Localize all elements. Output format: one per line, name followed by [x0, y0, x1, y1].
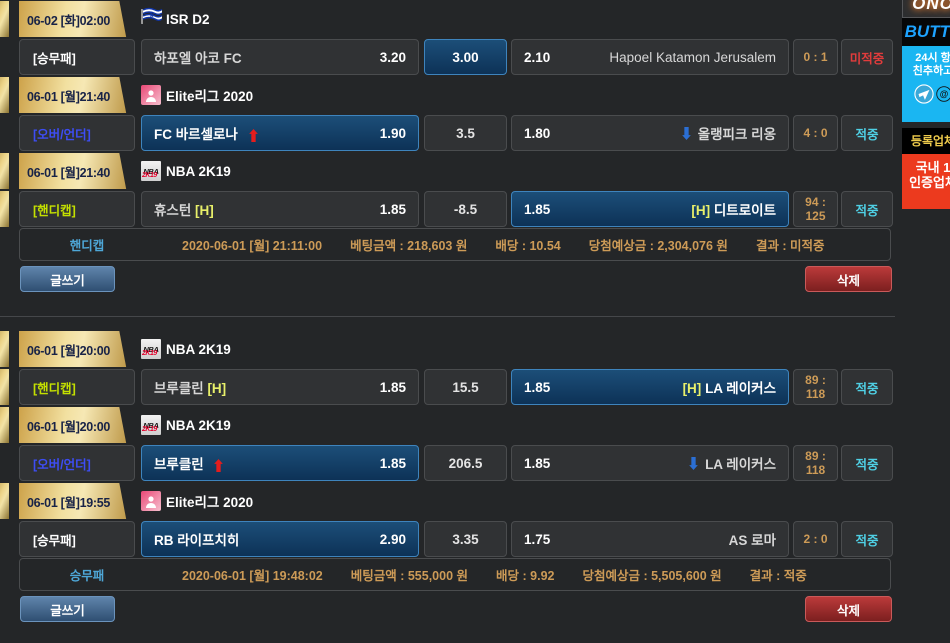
svg-text:@: @ [940, 88, 949, 98]
